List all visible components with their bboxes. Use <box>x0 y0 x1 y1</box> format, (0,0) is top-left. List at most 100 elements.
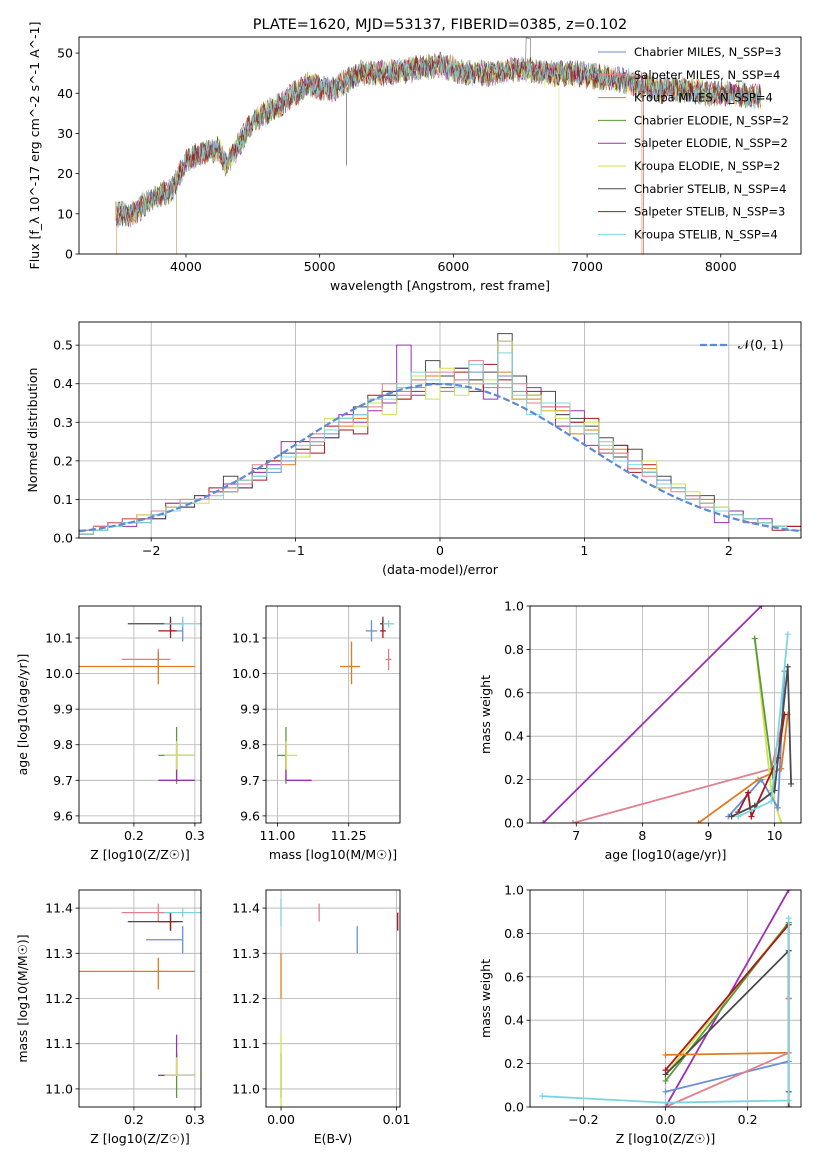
weight-marker <box>774 804 781 811</box>
chart-residual-histogram: −2 −1 0 1 2 0.0 0.1 0.2 0.3 0.4 0.5 (data-model)/er… <box>25 321 802 577</box>
weight-marker <box>785 1097 792 1104</box>
x-tick-label: 8 <box>638 828 646 843</box>
x-tick-label: 0.01 <box>383 1112 411 1127</box>
y-axis-label: Flux [f_λ 10^-17 erg cm^-2 s^-1 A^-1] <box>27 22 42 270</box>
weight-marker <box>785 1104 792 1107</box>
x-tick-label: 11.00 <box>260 828 296 843</box>
y-axis-label: mass weight <box>478 675 493 754</box>
weight-marker <box>540 820 547 823</box>
y-tick-label: 11.2 <box>45 991 73 1006</box>
y-tick-label: 10.0 <box>45 666 73 681</box>
weight-marker <box>768 798 775 805</box>
weight-marker <box>784 663 791 670</box>
y-tick-label: 11.3 <box>232 946 260 961</box>
weight-line-1 <box>542 606 762 823</box>
weight-marker <box>758 606 765 609</box>
weight-marker <box>662 1088 669 1095</box>
weight-marker <box>748 813 755 820</box>
y-axis-label: mass weight <box>478 959 493 1038</box>
x-axis-label: age [log10(age/yr)] <box>605 847 727 862</box>
y-tick-label: 11.1 <box>232 1036 260 1051</box>
plot-area <box>79 903 201 1098</box>
weight-marker <box>662 1077 669 1084</box>
chart-mass-vs-EBV: 0.00 0.01 11.0 11.1 11.2 11.3 11.4 E(B-V) <box>232 889 411 1146</box>
y-tick-label: 10 <box>57 206 73 221</box>
x-tick-label: 0.00 <box>267 1112 295 1127</box>
y-tick-label: 10.1 <box>232 631 260 646</box>
x-tick-label: 0.2 <box>738 1112 758 1127</box>
x-axis-label: Z [log10(Z/Z☉)] <box>90 1131 190 1146</box>
y-tick-label: 0.4 <box>504 1013 524 1028</box>
x-tick-label: 0 <box>436 543 444 558</box>
y-tick-label: 40 <box>57 86 73 101</box>
x-axis-label: E(B-V) <box>314 1131 353 1146</box>
chart-age-vs-Z: 0.2 0.3 9.6 9.7 9.8 9.9 10.0 10.1 Z [log10(Z/Z☉)… <box>15 605 205 862</box>
plot-area <box>539 890 792 1107</box>
weight-marker <box>785 890 792 893</box>
axes-frame <box>78 889 202 1108</box>
y-tick-label: 1.0 <box>504 883 524 898</box>
chart-title: PLATE=1620, MJD=53137, FIBERID=0385, z=0… <box>253 17 627 33</box>
chart-mass-weight-vs-age: 7 8 9 10 0.0 0.2 0.4 0.6 0.8 1.0 age [log10(age/yr… <box>478 599 802 862</box>
x-tick-label: 0.0 <box>656 1112 676 1127</box>
y-tick-label: 9.8 <box>53 737 73 752</box>
x-axis-label: mass [log10(M/M☉)] <box>269 847 397 862</box>
y-tick-label: 11.0 <box>45 1081 73 1096</box>
y-axis-label: age [log10(age/yr)] <box>15 654 30 776</box>
y-tick-label: 0.3 <box>53 415 73 430</box>
x-tick-label: 0.2 <box>124 828 144 843</box>
weight-marker <box>778 820 785 823</box>
x-axis-label: Z [log10(Z/Z☉)] <box>90 847 190 862</box>
plot-area <box>280 899 399 1107</box>
normal-curve <box>79 382 801 533</box>
y-tick-label: 11.2 <box>232 991 260 1006</box>
spectrum-line-9 <box>116 55 762 226</box>
legend-label: Chabrier ELODIE, N_SSP=2 <box>634 113 789 127</box>
y-tick-label: 9.6 <box>240 808 260 823</box>
weight-marker <box>662 1051 669 1058</box>
axes-frame <box>265 605 401 824</box>
x-tick-label: 11.25 <box>331 828 367 843</box>
y-tick-label: 0.0 <box>504 816 524 831</box>
chart-mass-weight-vs-Z: −0.2 0.0 0.2 0.0 0.2 0.4 0.6 0.8 1.0 Z [log10(Z/Z… <box>478 883 802 1146</box>
weight-marker <box>751 802 758 809</box>
legend-label: Salpeter MILES, N_SSP=4 <box>634 68 780 82</box>
axes-frame <box>78 605 202 824</box>
y-tick-label: 1.0 <box>504 599 524 614</box>
y-tick-label: 9.6 <box>53 808 73 823</box>
y-tick-label: 11.3 <box>45 946 73 961</box>
legend-label: Chabrier STELIB, N_SSP=4 <box>634 182 786 196</box>
y-tick-label: 9.8 <box>240 737 260 752</box>
y-tick-label: 0.8 <box>504 642 524 657</box>
plot-area <box>277 616 395 784</box>
weight-marker <box>695 820 702 823</box>
y-tick-label: 9.9 <box>240 702 260 717</box>
weight-marker <box>785 915 792 922</box>
y-tick-label: 0.8 <box>504 926 524 941</box>
y-tick-label: 0.0 <box>504 1100 524 1115</box>
y-tick-label: 11.1 <box>45 1036 73 1051</box>
x-tick-label: 6000 <box>437 259 469 274</box>
x-tick-label: 1 <box>580 543 588 558</box>
x-tick-label: −1 <box>286 543 304 558</box>
axes-frame <box>78 321 802 539</box>
plot-area <box>79 333 801 538</box>
weight-marker <box>751 635 758 642</box>
weight-marker <box>728 813 735 820</box>
x-tick-label: 9 <box>704 828 712 843</box>
y-tick-label: 0.1 <box>53 492 73 507</box>
weight-line-5 <box>664 922 790 1071</box>
weight-marker <box>788 780 795 787</box>
y-tick-label: 0.2 <box>504 1056 524 1071</box>
x-axis-label: wavelength [Angstrom, rest frame] <box>330 278 550 293</box>
weight-marker <box>569 820 576 823</box>
legend-label: Kroupa STELIB, N_SSP=4 <box>634 227 778 241</box>
legend-label: Salpeter STELIB, N_SSP=3 <box>634 205 785 219</box>
chart-age-vs-mass: 11.00 11.25 9.6 9.7 9.8 9.9 10.0 10.1 mass [log1… <box>232 605 401 862</box>
y-tick-label: 20 <box>57 166 73 181</box>
plot-area <box>79 616 201 784</box>
legend: Chabrier MILES, N_SSP=3 Salpeter MILES, N… <box>598 45 789 241</box>
y-tick-label: 0.2 <box>504 772 524 787</box>
weight-line-6 <box>665 998 790 1056</box>
